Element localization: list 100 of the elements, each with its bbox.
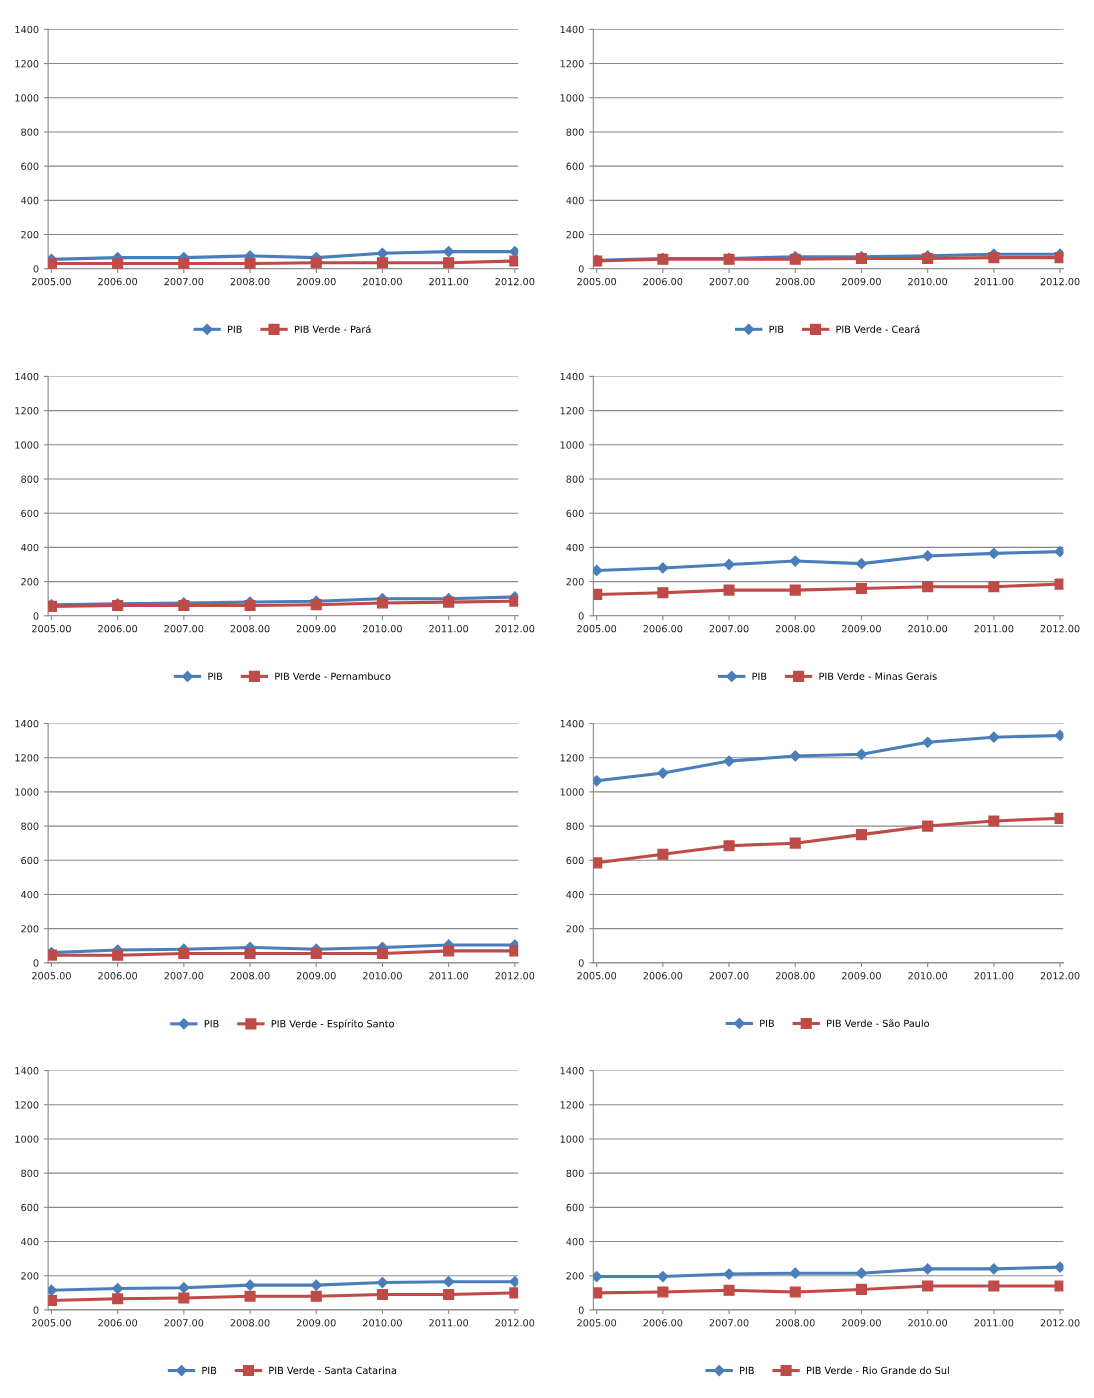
point (509, 255, 519, 267)
y-tick-label: 800 (566, 128, 584, 136)
y-tick-label: 1400 (15, 1067, 39, 1075)
point (855, 1283, 868, 1295)
x-tick-label: 2007.00 (709, 972, 749, 980)
x-tick-label: 2006.00 (643, 624, 683, 633)
x-tick-label: 2008.00 (775, 277, 815, 286)
y-tick-label: 1000 (560, 1135, 584, 1143)
x-tick-label: 2008.00 (230, 1319, 270, 1327)
point (509, 945, 519, 957)
x-tick-label: 2012.00 (1040, 1319, 1080, 1327)
y-tick-label: 1000 (560, 94, 584, 102)
x-tick-label: 2011.00 (974, 624, 1014, 633)
legend-label: PIB Verde - Ceará (836, 324, 920, 333)
y-tick-label: 800 (21, 1169, 39, 1177)
legend-label: PIB (752, 672, 767, 680)
y-tick-label: 400 (21, 890, 39, 899)
point (593, 588, 603, 600)
x-tick-label: 2010.00 (908, 1319, 948, 1327)
y-tick-label: 1400 (560, 719, 584, 728)
x-tick-label: 2010.00 (908, 624, 948, 633)
point (443, 945, 455, 957)
y-tick-label: 0 (578, 265, 584, 273)
y-tick-label: 1400 (560, 1067, 584, 1075)
point (310, 1290, 322, 1302)
x-tick-label: 2012.00 (1040, 624, 1080, 633)
y-tick-label: 0 (33, 612, 39, 620)
x-tick-label: 2008.00 (230, 972, 270, 980)
point (376, 1288, 388, 1301)
point (988, 1280, 1000, 1292)
x-tick-label: 2005.00 (577, 1319, 617, 1327)
point (310, 257, 322, 269)
point (789, 1267, 801, 1279)
x-tick-label: 2006.00 (643, 277, 683, 286)
point (178, 258, 190, 269)
x-tick-label: 2009.00 (842, 624, 881, 633)
x-tick-label: 2011.00 (429, 1319, 469, 1327)
y-tick-label: 600 (566, 1203, 584, 1212)
point (1054, 578, 1064, 590)
x-tick-label: 2007.00 (709, 277, 749, 286)
point (723, 1284, 735, 1296)
y-tick-label: 1200 (15, 754, 39, 762)
point (112, 1293, 124, 1305)
point (593, 857, 603, 869)
y-tick-label: 200 (566, 925, 584, 933)
point (723, 840, 735, 852)
point (789, 584, 801, 596)
point (988, 1263, 1000, 1275)
point (922, 1263, 934, 1275)
x-tick-label: 2011.00 (429, 624, 469, 633)
y-tick-label: 0 (33, 1306, 39, 1314)
legend-label: PIB (227, 325, 242, 333)
y-tick-label: 600 (566, 856, 584, 865)
point (310, 947, 322, 960)
y-tick-label: 0 (578, 1306, 584, 1314)
point (988, 731, 1000, 743)
x-tick-label: 2008.00 (775, 972, 815, 980)
x-tick-label: 2009.00 (842, 1319, 881, 1327)
legend-label: PIB Verde - Pernambuco (275, 672, 391, 680)
y-tick-label: 0 (33, 265, 39, 273)
y-tick-label: 1200 (15, 1101, 39, 1109)
y-tick-label: 600 (21, 1203, 39, 1212)
legend-label: PIB Verde - Minas Gerais (819, 672, 937, 680)
y-tick-label: 600 (21, 856, 39, 865)
point (988, 581, 1000, 593)
x-tick-label: 2009.00 (296, 1319, 336, 1327)
x-tick-label: 2010.00 (363, 624, 402, 633)
point (657, 767, 669, 779)
y-tick-label: 400 (21, 543, 39, 552)
point (178, 947, 190, 960)
y-tick-label: 1400 (15, 372, 39, 381)
y-tick-label: 600 (21, 162, 39, 170)
point (443, 1276, 455, 1288)
point (376, 947, 388, 960)
point (657, 1286, 669, 1298)
x-tick-label: 2011.00 (429, 972, 469, 980)
point (376, 247, 389, 259)
point (1054, 546, 1064, 558)
y-tick-label: 1400 (15, 719, 39, 728)
legend-label: PIB Verde - Santa Catarina (269, 1366, 397, 1375)
y-tick-label: 400 (566, 196, 584, 205)
x-tick-label: 2006.00 (98, 624, 138, 633)
x-tick-label: 2012.00 (495, 277, 535, 286)
y-tick-label: 1400 (560, 25, 584, 34)
point (244, 258, 256, 269)
legend-label: PIB (760, 1019, 774, 1027)
point (1054, 1280, 1064, 1292)
point (112, 949, 124, 961)
y-tick-label: 200 (566, 578, 584, 586)
y-tick-label: 1000 (560, 441, 584, 449)
x-tick-label: 2007.00 (164, 277, 204, 286)
x-tick-label: 2009.00 (296, 972, 336, 980)
x-tick-label: 2005.00 (32, 277, 71, 286)
point (376, 257, 388, 269)
point (593, 564, 603, 577)
y-tick-label: 400 (21, 1238, 39, 1246)
x-tick-label: 2010.00 (363, 277, 402, 286)
y-tick-label: 200 (21, 925, 39, 933)
x-tick-label: 2010.00 (908, 277, 948, 286)
legend-label: PIB Verde - Rio Grande do Sul (806, 1366, 949, 1375)
